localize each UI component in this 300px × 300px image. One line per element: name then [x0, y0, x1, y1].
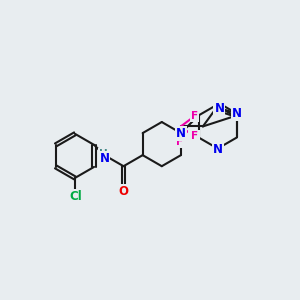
Text: N: N [176, 127, 186, 140]
Text: F: F [190, 131, 198, 142]
Text: N: N [189, 131, 199, 144]
Text: N: N [214, 102, 224, 115]
Text: F: F [176, 137, 183, 147]
Text: N: N [99, 152, 110, 165]
Text: H: H [99, 149, 107, 159]
Text: N: N [213, 142, 223, 156]
Text: F: F [190, 111, 198, 122]
Text: Cl: Cl [69, 190, 82, 203]
Text: N: N [232, 107, 242, 120]
Text: O: O [118, 185, 128, 198]
